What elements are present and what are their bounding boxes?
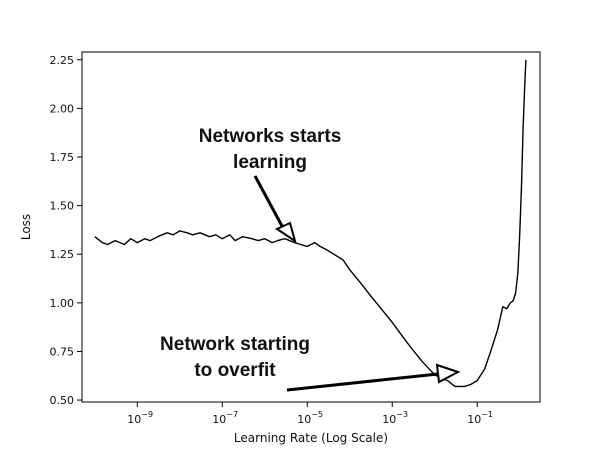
- loss-series-line: [94, 59, 527, 388]
- plot-area-frame: [81, 51, 541, 403]
- annotation-overfit-line1: Network starting: [160, 334, 310, 355]
- y-axis-ticks: 0.50 0.75 1.00 1.25 1.50 1.75 2.00 2.25: [50, 54, 82, 407]
- annotation-overfit-arrow: [286, 363, 461, 392]
- annotation-learning-arrow: [253, 175, 297, 244]
- x-tick-label: 10−1: [467, 410, 493, 426]
- x-tick-label: 10−9: [127, 410, 153, 426]
- y-tick-label: 2.25: [50, 54, 75, 67]
- y-tick-label: 0.50: [50, 394, 75, 407]
- x-axis-label: Learning Rate (Log Scale): [234, 431, 388, 445]
- y-tick-label: 1.50: [50, 200, 75, 213]
- annotation-learning-line2: learning: [233, 152, 307, 173]
- y-tick-label: 1.25: [50, 248, 75, 261]
- y-axis-label: Loss: [19, 214, 33, 240]
- y-tick-label: 1.75: [50, 151, 75, 164]
- x-axis-ticks: 10−9 10−7 10−5 10−3 10−1: [127, 402, 493, 426]
- annotation-learning-line1: Networks starts: [199, 126, 342, 147]
- x-tick-label: 10−5: [297, 410, 323, 426]
- x-tick-label: 10−3: [382, 410, 408, 426]
- y-tick-label: 0.75: [50, 345, 75, 358]
- y-tick-label: 2.00: [50, 102, 75, 115]
- annotation-overfit-line2: to overfit: [194, 360, 276, 381]
- x-tick-label: 10−7: [212, 410, 238, 426]
- y-tick-label: 1.00: [50, 297, 75, 310]
